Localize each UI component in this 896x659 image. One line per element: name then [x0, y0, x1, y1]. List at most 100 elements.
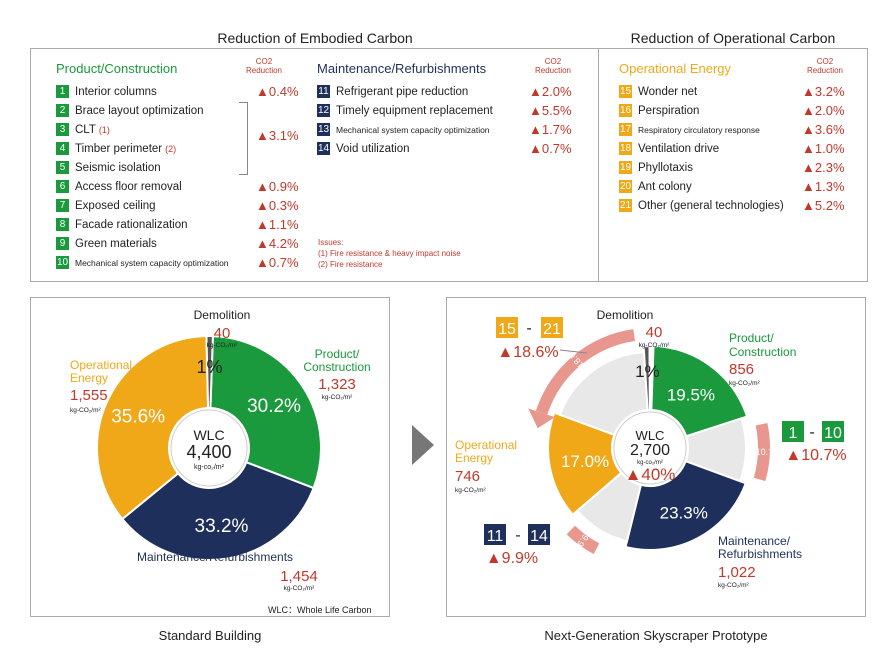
badge-21-text: 21: [543, 321, 561, 338]
pie-slice: [642, 344, 651, 412]
slice-name: Refurbishments: [718, 547, 802, 561]
center-circle: [613, 411, 687, 485]
item-value: ▲0.9%: [256, 179, 299, 194]
wlc-footnote: WLC：Whole Life Carbon: [268, 605, 372, 615]
slice-name: Demolition: [194, 308, 251, 322]
item-number: 6: [56, 180, 69, 193]
list-item: 10 Mechanical system capacity optimizatio…: [56, 253, 306, 272]
item-value: ▲3.6%: [802, 122, 845, 137]
slice-name: Product/: [315, 347, 360, 361]
co2-reduction-header-3: CO2 Reduction: [806, 57, 844, 75]
item-label: Void utilization: [336, 142, 410, 155]
operational-panel: Operational Energy CO2 Reduction 15 Wonder…: [598, 48, 868, 282]
item-label: Brace layout optimization: [75, 104, 204, 117]
item-number: 8: [56, 218, 69, 231]
item-label: Timely equipment replacement: [336, 104, 493, 117]
item-value: ▲1.3%: [802, 179, 845, 194]
badge-15: [496, 317, 518, 338]
item-number: 17: [619, 123, 632, 136]
percent-label: 1%: [196, 357, 222, 377]
slice-name: Energy: [70, 371, 108, 385]
operational-header: Operational Energy: [619, 61, 732, 76]
item-label: Seismic isolation: [75, 161, 161, 174]
center-label: WLC: [636, 428, 665, 443]
pie-slice: [624, 459, 747, 551]
percent-label: 33.2%: [195, 516, 249, 537]
operational-title: Reduction of Operational Carbon: [630, 30, 836, 46]
item-number: 13: [317, 123, 330, 136]
list-item: 20 Ant colony ▲1.3%: [619, 177, 859, 196]
slice-unit: kg-CO₂/m²: [639, 342, 671, 349]
reduction-arc: [753, 423, 770, 482]
pie-slice: [209, 335, 322, 490]
slice-value: 40: [646, 324, 663, 341]
percent-label: 35.6%: [111, 406, 165, 427]
item-label: Other (general technologies): [638, 199, 784, 212]
reduction-arc: [535, 329, 635, 415]
item-value: ▲5.2%: [802, 198, 845, 213]
slice-unit: kg-CO₂/m²: [455, 487, 487, 494]
product-list: 1 Interior columns ▲0.4% 2 Brace layout opti…: [56, 82, 306, 272]
item-value: ▲0.4%: [256, 84, 299, 99]
slice-unit: kg-CO₂/m²: [322, 394, 354, 401]
badge-1-text: 1: [789, 425, 798, 442]
operational-list: 15 Wonder net ▲3.2% 16 Perspiration ▲2.0% 17 Re…: [619, 82, 859, 215]
group-bracket: [239, 102, 248, 175]
slice-unit: kg-CO₂/m²: [207, 342, 239, 349]
slice-name: Operational: [455, 438, 517, 452]
badge-10-text: 10: [824, 425, 842, 442]
item-label: Green materials: [75, 237, 157, 250]
item-number: 11: [317, 85, 330, 98]
list-item: 11 Refrigerant pipe reduction ▲2.0%: [317, 82, 582, 101]
item-number: 16: [619, 104, 632, 117]
list-item: 21 Other (general technologies) ▲5.2%: [619, 196, 859, 215]
list-item: 19 Phyllotaxis ▲2.3%: [619, 158, 859, 177]
item-value: ▲3.2%: [802, 84, 845, 99]
reduction-arc: [566, 525, 600, 554]
list-item: 2 Brace layout optimization: [56, 101, 306, 120]
slice-name: Maintenance/Refurbishments: [137, 550, 293, 564]
item-value: ▲4.2%: [256, 236, 299, 251]
item-value: ▲5.5%: [529, 103, 572, 118]
item-number: 19: [619, 161, 632, 174]
list-item: 16 Perspiration ▲2.0%: [619, 101, 859, 120]
item-number: 2: [56, 104, 69, 117]
list-item: 15 Wonder net ▲3.2%: [619, 82, 859, 101]
item-label: Perspiration: [638, 104, 700, 117]
item-label: Timber perimeter: [75, 142, 163, 155]
percent-label: 1%: [635, 362, 660, 381]
item-number: 14: [317, 142, 330, 155]
center-unit: kg-co₂/m²: [637, 460, 663, 466]
item-note: (1): [98, 124, 110, 135]
item-label: Refrigerant pipe reduction: [336, 85, 469, 98]
item-number: 15: [619, 85, 632, 98]
center-label: WLC: [193, 427, 224, 443]
badge-14: [528, 524, 550, 545]
item-label: Phyllotaxis: [638, 161, 693, 174]
percent-label: 23.3%: [660, 504, 708, 523]
item-label: Respiratory circulatory response: [638, 124, 760, 135]
item-number: 4: [56, 142, 69, 155]
list-item: 7 Exposed ceiling ▲0.3%: [56, 196, 306, 215]
slice-value: 1,323: [318, 376, 356, 393]
item-value: ▲1.7%: [529, 122, 572, 137]
slice-name: Maintenance/: [718, 534, 791, 548]
list-item: 4 Timber perimeter (2): [56, 139, 306, 158]
embodied-panel: Product/Construction CO2 Reduction 1 Inter…: [30, 48, 600, 282]
badge-11-text: 11: [487, 528, 504, 545]
center-value: 4,400: [186, 442, 231, 462]
item-value: ▲0.7%: [256, 255, 299, 270]
list-item: 13 Mechanical system capacity optimizatio…: [317, 120, 582, 139]
item-label: Ventilation drive: [638, 142, 720, 155]
badge-15-text: 15: [498, 321, 516, 338]
reduced-slice: [558, 351, 649, 437]
badge-11: [484, 524, 506, 545]
item-note: (2): [165, 143, 177, 154]
slice-name: Construction: [303, 360, 370, 374]
list-item: 3 CLT (1): [56, 120, 306, 139]
slice-name: Energy: [455, 451, 493, 465]
slice-value: 1,022: [718, 564, 756, 581]
item-number: 10: [56, 256, 69, 269]
item-label: Interior columns: [75, 85, 157, 98]
